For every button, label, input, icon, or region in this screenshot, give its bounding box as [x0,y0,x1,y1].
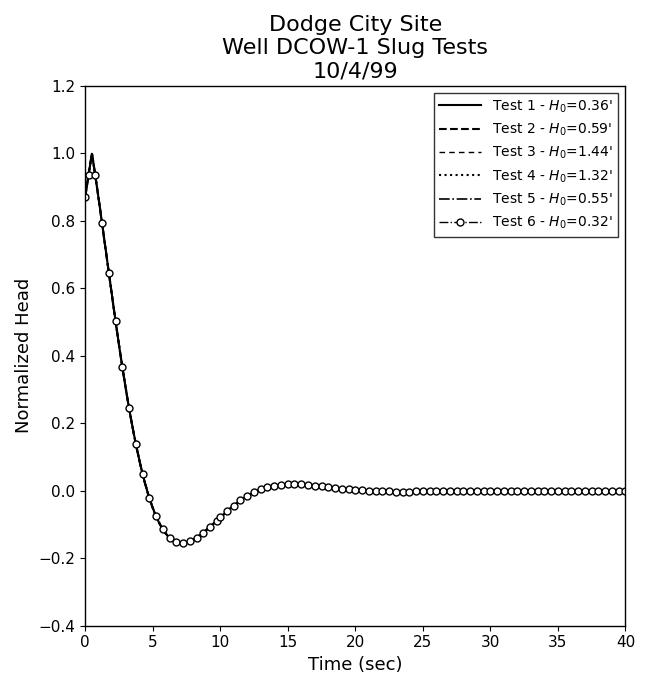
X-axis label: Time (sec): Time (sec) [308,656,402,674]
Test 4 - $H_0$=1.32' [143,486,151,494]
Test 3 - $H_0$=1.44' [289,480,296,489]
Test 6 - $H_0$=0.32' [344,485,352,493]
Test 3 - $H_0$=1.44' [175,539,183,547]
Test 6 - $H_0$=0.32' [84,171,92,179]
Line: Test 4 - $H_0$=1.32': Test 4 - $H_0$=1.32' [85,154,625,543]
Test 6 - $H_0$=0.32' [179,539,187,547]
Test 1 - $H_0$=0.36' [175,539,183,547]
Test 5 - $H_0$=0.55' [143,486,151,494]
Test 1 - $H_0$=0.36' [88,150,96,158]
Line: Test 2 - $H_0$=0.59': Test 2 - $H_0$=0.59' [85,154,625,543]
Test 3 - $H_0$=1.44' [312,482,320,490]
Test 3 - $H_0$=1.44' [611,486,619,495]
Test 6 - $H_0$=0.32' [514,486,521,495]
Test 5 - $H_0$=0.55' [289,480,296,489]
Test 1 - $H_0$=0.36' [621,486,629,495]
Test 4 - $H_0$=1.32' [312,482,320,490]
Test 4 - $H_0$=1.32' [81,193,89,201]
Test 5 - $H_0$=0.55' [312,482,320,490]
Test 4 - $H_0$=1.32' [621,486,629,495]
Test 3 - $H_0$=1.44' [621,486,629,495]
Test 2 - $H_0$=0.59' [289,480,296,489]
Test 3 - $H_0$=1.44' [143,486,151,494]
Test 5 - $H_0$=0.55' [178,539,186,547]
Test 2 - $H_0$=0.59' [553,486,561,495]
Test 2 - $H_0$=0.59' [81,193,89,201]
Test 1 - $H_0$=0.36' [143,486,151,494]
Y-axis label: Normalized Head: Normalized Head [15,278,33,433]
Test 3 - $H_0$=1.44' [553,486,561,495]
Test 5 - $H_0$=0.55' [621,486,629,495]
Line: Test 3 - $H_0$=1.44': Test 3 - $H_0$=1.44' [85,154,625,543]
Test 1 - $H_0$=0.36' [81,193,89,201]
Test 6 - $H_0$=0.32' [81,193,89,201]
Test 1 - $H_0$=0.36' [178,539,186,547]
Test 4 - $H_0$=1.32' [175,539,183,547]
Line: Test 5 - $H_0$=0.55': Test 5 - $H_0$=0.55' [85,154,625,543]
Test 2 - $H_0$=0.59' [611,486,619,495]
Test 4 - $H_0$=1.32' [289,480,296,489]
Test 2 - $H_0$=0.59' [175,539,183,547]
Title: Dodge City Site
Well DCOW-1 Slug Tests
10/4/99: Dodge City Site Well DCOW-1 Slug Tests 1… [222,15,488,81]
Test 6 - $H_0$=0.32' [621,486,629,495]
Test 5 - $H_0$=0.55' [81,193,89,201]
Test 5 - $H_0$=0.55' [611,486,619,495]
Test 3 - $H_0$=1.44' [88,150,96,158]
Line: Test 6 - $H_0$=0.32': Test 6 - $H_0$=0.32' [82,172,629,546]
Test 1 - $H_0$=0.36' [289,480,296,489]
Test 4 - $H_0$=1.32' [178,539,186,547]
Test 2 - $H_0$=0.59' [178,539,186,547]
Test 4 - $H_0$=1.32' [88,150,96,158]
Test 4 - $H_0$=1.32' [553,486,561,495]
Legend: Test 1 - $H_0$=0.36', Test 2 - $H_0$=0.59', Test 3 - $H_0$=1.44', Test 4 - $H_0$: Test 1 - $H_0$=0.36', Test 2 - $H_0$=0.5… [434,93,618,237]
Test 6 - $H_0$=0.32' [216,513,224,522]
Test 2 - $H_0$=0.59' [143,486,151,494]
Test 2 - $H_0$=0.59' [621,486,629,495]
Test 5 - $H_0$=0.55' [88,150,96,158]
Test 5 - $H_0$=0.55' [553,486,561,495]
Test 5 - $H_0$=0.55' [175,539,183,547]
Test 1 - $H_0$=0.36' [312,482,320,490]
Test 1 - $H_0$=0.36' [611,486,619,495]
Test 6 - $H_0$=0.32' [243,492,251,500]
Line: Test 1 - $H_0$=0.36': Test 1 - $H_0$=0.36' [85,154,625,543]
Test 4 - $H_0$=1.32' [611,486,619,495]
Test 1 - $H_0$=0.36' [553,486,561,495]
Test 3 - $H_0$=1.44' [178,539,186,547]
Test 6 - $H_0$=0.32' [237,496,244,504]
Test 3 - $H_0$=1.44' [81,193,89,201]
Test 2 - $H_0$=0.59' [312,482,320,490]
Test 2 - $H_0$=0.59' [88,150,96,158]
Test 6 - $H_0$=0.32' [527,486,535,495]
